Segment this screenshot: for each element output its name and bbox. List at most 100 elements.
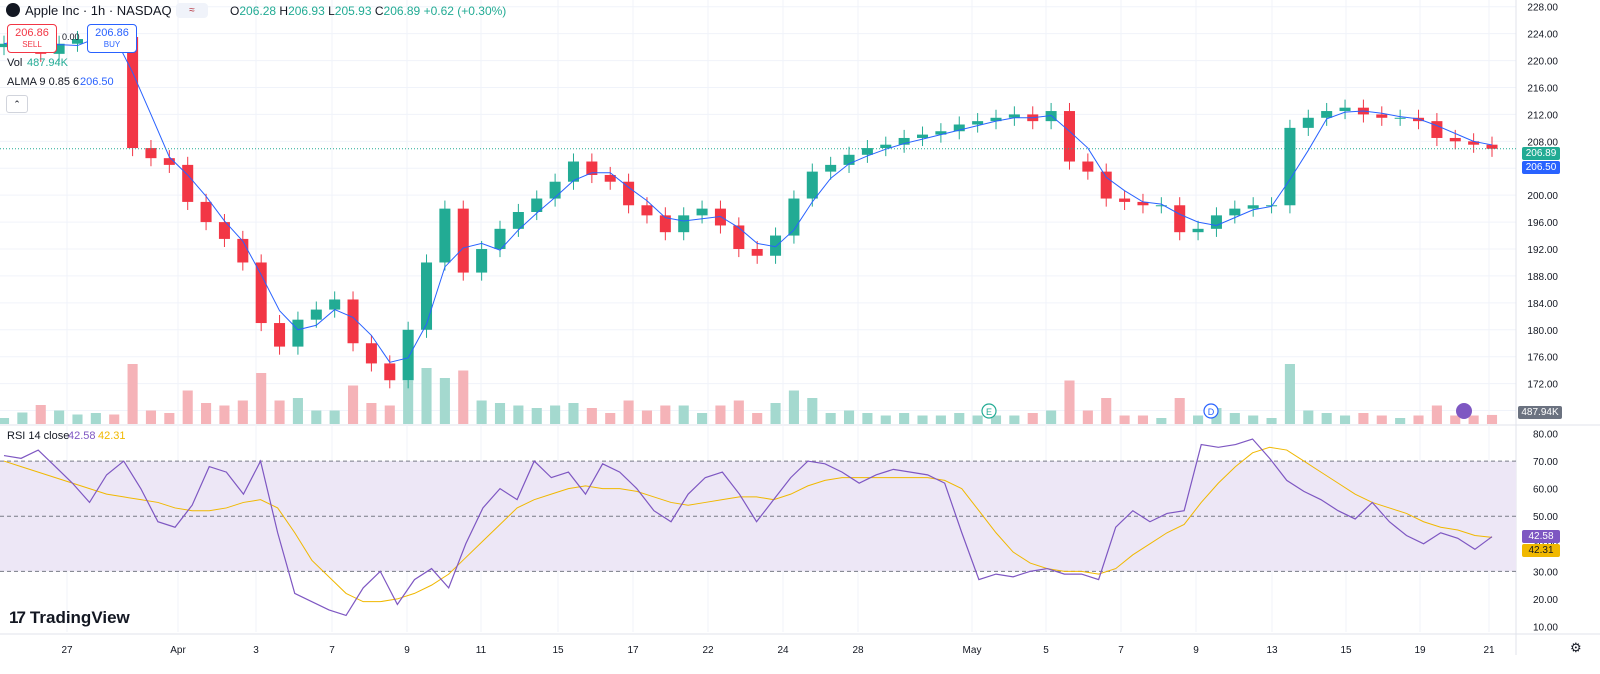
lightning-icon	[1456, 403, 1472, 419]
time-tick-label: 13	[1266, 645, 1278, 656]
candle-body	[1137, 201, 1149, 206]
symbol-title[interactable]: Apple Inc · 1h · NASDAQ	[25, 3, 172, 18]
candle-body	[917, 134, 929, 138]
rsi-tick-label: 80.00	[1533, 430, 1558, 441]
time-tick-label: 19	[1414, 645, 1426, 656]
candle-body	[274, 323, 286, 347]
volume-bar	[770, 403, 781, 424]
volume-bar	[1413, 415, 1424, 424]
chevron-up-icon[interactable]: ⌃	[6, 95, 28, 113]
volume-bar	[733, 400, 744, 424]
candle-body	[898, 137, 910, 145]
candle-body	[255, 262, 267, 324]
volume-bar	[292, 398, 303, 424]
gear-icon[interactable]: ⚙	[1570, 640, 1582, 655]
volume-bar	[72, 414, 83, 424]
volume-bar	[0, 418, 10, 424]
candle-body	[200, 201, 212, 223]
volume-bar	[439, 378, 450, 424]
buy-price: 206.86	[95, 27, 129, 39]
volume-bar	[1468, 415, 1479, 424]
sell-button[interactable]: 206.86 SELL	[7, 24, 57, 53]
candle-body	[0, 43, 10, 48]
volume-bar	[164, 413, 175, 424]
volume-bar	[1193, 415, 1204, 424]
rsi-tick-label: 10.00	[1533, 622, 1558, 633]
volume-badge: 487.94K	[1518, 406, 1562, 419]
volume-bar	[935, 415, 946, 424]
volume-bar	[678, 405, 689, 424]
candle-body	[457, 208, 469, 273]
candle-body	[127, 37, 139, 149]
alma-legend-label[interactable]: ALMA 9 0.85 6	[7, 76, 80, 88]
candle-body	[1284, 127, 1296, 206]
volume-bar	[605, 413, 616, 424]
tradingview-logo[interactable]: 17 TradingView	[9, 608, 130, 628]
volume-bar	[990, 415, 1002, 424]
candle-body	[623, 181, 635, 206]
volume-bar	[752, 413, 763, 424]
time-tick-label: 15	[552, 645, 564, 656]
low-value: 205.93	[334, 4, 372, 18]
volume-bar	[807, 398, 818, 424]
volume-bar	[1009, 415, 1020, 424]
volume-bar	[843, 410, 855, 424]
candle-body	[365, 343, 377, 364]
last-price-badge: 206.89	[1522, 147, 1560, 160]
event-marker-label: E	[986, 407, 992, 417]
candle-body	[1486, 144, 1498, 149]
candle-body	[1247, 205, 1259, 209]
time-tick-label: 7	[329, 645, 335, 656]
price-tick-label: 172.00	[1527, 380, 1558, 391]
volume-bar	[954, 413, 965, 424]
candle-body	[1192, 228, 1204, 233]
candle-body	[586, 161, 598, 175]
price-tick-label: 224.00	[1527, 30, 1558, 41]
candle-body	[604, 174, 616, 182]
time-tick-label: 9	[404, 645, 410, 656]
volume-bar	[1229, 413, 1240, 424]
compare-toggle-button[interactable]: ≈	[176, 3, 208, 18]
candle-body	[476, 249, 488, 273]
volume-bar	[1046, 410, 1057, 424]
volume-bar	[623, 400, 634, 424]
candle-body	[347, 299, 359, 344]
price-tick-label: 220.00	[1527, 57, 1558, 68]
price-tick-label: 208.00	[1527, 137, 1558, 148]
candle-body	[678, 215, 690, 233]
candle-body	[549, 181, 561, 199]
candle-body	[1339, 107, 1351, 112]
volume-bar	[476, 400, 487, 424]
rsi-legend-value: 42.58	[68, 430, 96, 442]
volume-legend-label[interactable]: Vol	[7, 57, 23, 69]
rsi-ma-legend-value: 42.31	[98, 430, 126, 442]
rsi-legend-label[interactable]: RSI 14 close	[7, 430, 70, 442]
candle-body	[825, 164, 837, 172]
candle-body	[1082, 161, 1094, 172]
volume-bar	[1358, 413, 1369, 424]
candle-body	[1229, 208, 1241, 216]
candle-body	[182, 164, 194, 202]
candle-body	[439, 208, 451, 263]
buy-button[interactable]: 206.86 BUY	[87, 24, 137, 53]
volume-bar	[641, 410, 653, 424]
close-label: C	[374, 4, 384, 18]
candle-body	[1302, 117, 1314, 128]
volume-bar	[1137, 415, 1149, 424]
candle-body	[567, 161, 579, 182]
candle-body	[421, 262, 433, 330]
candle-body	[696, 208, 708, 216]
tradingview-logo-text: TradingView	[29, 608, 130, 627]
volume-bar	[219, 405, 230, 424]
alma-price-badge: 206.50	[1522, 161, 1560, 174]
low-label: L	[328, 4, 335, 18]
time-tick-label: 15	[1340, 645, 1352, 656]
candle-body	[145, 148, 157, 159]
volume-bar	[1064, 380, 1075, 424]
candle-body	[990, 117, 1002, 122]
candle-body	[641, 205, 653, 216]
event-marker-e	[981, 403, 997, 419]
candle-body	[1100, 171, 1112, 199]
price-tick-label: 188.00	[1527, 272, 1558, 283]
